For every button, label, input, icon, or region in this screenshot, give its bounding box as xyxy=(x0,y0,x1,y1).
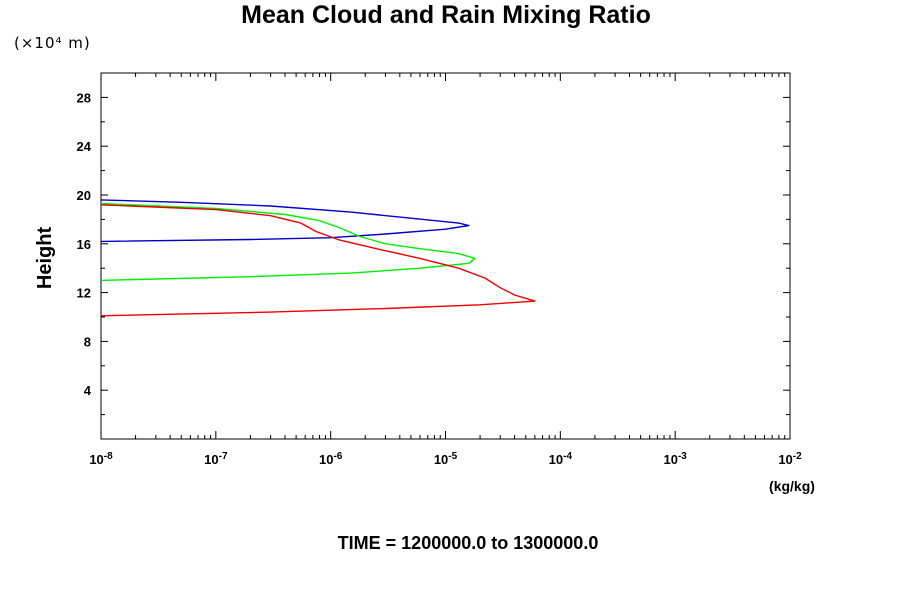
y-tick-label: 12 xyxy=(77,286,91,301)
x-tick-label: 10-2 xyxy=(778,451,802,467)
x-tick-labels: 10-8 10-7 10-6 10-5 10-4 10-3 10-2 xyxy=(89,451,802,467)
series-line-2 xyxy=(100,202,476,282)
y-tick-label: 24 xyxy=(77,139,92,154)
axis-ticks xyxy=(100,73,791,439)
y-tick-label: 16 xyxy=(77,237,91,252)
plot-frame xyxy=(100,72,791,440)
y-tick-label: 4 xyxy=(84,383,92,398)
x-tick-label: 10-5 xyxy=(434,451,458,467)
y-scale-label: (×10⁴ m) xyxy=(14,34,91,52)
series-line-3 xyxy=(100,204,536,317)
y-tick-labels: 4 8 12 16 20 24 28 xyxy=(77,90,92,398)
x-tick-label: 10-6 xyxy=(319,451,343,467)
x-axis-units: (kg/kg) xyxy=(769,478,815,494)
chart-title: Mean Cloud and Rain Mixing Ratio xyxy=(241,1,651,29)
time-range-label: TIME = 1200000.0 to 1300000.0 xyxy=(338,533,599,553)
y-tick-label: 20 xyxy=(77,188,91,203)
series-lines xyxy=(100,199,536,317)
y-tick-label: 28 xyxy=(77,90,91,105)
x-tick-label: 10-3 xyxy=(663,451,687,467)
y-axis-label: Height xyxy=(34,227,56,290)
x-tick-label: 10-4 xyxy=(549,451,573,467)
y-tick-label: 8 xyxy=(84,334,91,349)
x-tick-label: 10-8 xyxy=(89,451,113,467)
series-line-1 xyxy=(100,199,470,243)
x-tick-label: 10-7 xyxy=(204,451,228,467)
